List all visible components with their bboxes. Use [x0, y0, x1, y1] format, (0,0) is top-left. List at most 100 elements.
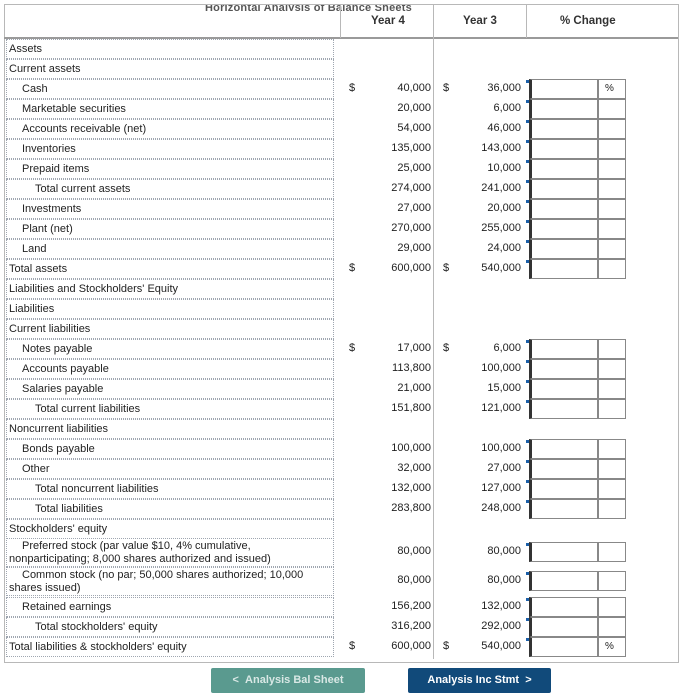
year4-value: 29,000	[397, 242, 431, 254]
row-label: Plant (net)	[6, 219, 334, 239]
year3-value: 20,000	[487, 202, 521, 214]
currency-symbol: $	[443, 262, 450, 274]
table-row: Total stockholders' equity 316,200 292,000	[6, 617, 672, 637]
column-divider	[433, 4, 434, 659]
input-flag-icon	[526, 440, 530, 447]
year4-value: 274,000	[391, 182, 431, 194]
input-flag-icon	[526, 543, 530, 550]
currency-symbol: $	[443, 82, 450, 94]
row-label: Stockholders' equity	[6, 519, 334, 539]
row-label: Liabilities and Stockholders' Equity	[6, 279, 334, 299]
input-flag-icon	[526, 160, 530, 167]
input-flag-icon	[526, 598, 530, 605]
year3-value: 46,000	[487, 122, 521, 134]
row-label: Notes payable	[6, 339, 334, 359]
input-flag-icon	[526, 200, 530, 207]
row-label: Accounts receivable (net)	[6, 119, 334, 139]
percent-unit-cell	[598, 499, 626, 519]
input-flag-icon	[526, 480, 530, 487]
percent-unit-cell	[598, 542, 626, 562]
percent-change-input[interactable]	[529, 571, 598, 591]
year4-value: 135,000	[391, 142, 431, 154]
percent-unit-cell	[598, 379, 626, 399]
percent-unit-cell: %	[598, 79, 626, 99]
percent-change-input[interactable]	[529, 339, 598, 359]
table-row: Accounts receivable (net) 54,000 46,000	[6, 119, 672, 139]
percent-change-input[interactable]	[529, 119, 598, 139]
year4-value: 270,000	[391, 222, 431, 234]
percent-change-input[interactable]	[529, 542, 598, 562]
input-flag-icon	[526, 80, 530, 87]
currency-symbol: $	[349, 640, 356, 652]
percent-change-input[interactable]	[529, 399, 598, 419]
year3-value: 6,000	[493, 342, 521, 354]
input-flag-icon	[526, 240, 530, 247]
row-label: Accounts payable	[6, 359, 334, 379]
table-title: Horizontal Analysis of Balance Sheets	[205, 5, 412, 11]
percent-unit-cell	[598, 259, 626, 279]
percent-unit-cell	[598, 99, 626, 119]
percent-change-input[interactable]	[529, 379, 598, 399]
next-tab-button[interactable]: Analysis Inc Stmt >	[408, 668, 551, 693]
table-row: Inventories 135,000 143,000	[6, 139, 672, 159]
percent-change-input[interactable]	[529, 617, 598, 637]
percent-unit-cell	[598, 479, 626, 499]
percent-change-input[interactable]	[529, 199, 598, 219]
row-label: Total liabilities	[6, 499, 334, 519]
percent-change-input[interactable]	[529, 159, 598, 179]
prev-tab-button[interactable]: < Analysis Bal Sheet	[211, 668, 365, 693]
percent-change-input[interactable]	[529, 259, 598, 279]
year4-value: 151,800	[391, 402, 431, 414]
percent-change-input[interactable]	[529, 439, 598, 459]
row-label: Other	[6, 459, 334, 479]
row-label: Total stockholders' equity	[6, 617, 334, 637]
year4-value: 100,000	[391, 442, 431, 454]
input-flag-icon	[526, 618, 530, 625]
table-row: Retained earnings 156,200 132,000	[6, 597, 672, 617]
percent-change-input[interactable]	[529, 239, 598, 259]
percent-change-input[interactable]	[529, 637, 598, 657]
input-flag-icon	[526, 572, 530, 579]
input-flag-icon	[526, 500, 530, 507]
year3-value: 100,000	[481, 442, 521, 454]
percent-change-input[interactable]	[529, 499, 598, 519]
input-flag-icon	[526, 638, 530, 645]
percent-change-input[interactable]	[529, 79, 598, 99]
year4-value: 600,000	[391, 640, 431, 652]
input-flag-icon	[526, 140, 530, 147]
percent-change-input[interactable]	[529, 597, 598, 617]
percent-change-input[interactable]	[529, 179, 598, 199]
year3-value: 248,000	[481, 502, 521, 514]
change-header: % Change	[560, 15, 616, 27]
percent-change-input[interactable]	[529, 99, 598, 119]
percent-change-input[interactable]	[529, 479, 598, 499]
currency-symbol: $	[349, 262, 356, 274]
table-row: Plant (net) 270,000 255,000	[6, 219, 672, 239]
percent-change-input[interactable]	[529, 139, 598, 159]
input-flag-icon	[526, 260, 530, 267]
table-row: Prepaid items 25,000 10,000	[6, 159, 672, 179]
table-row: Land 29,000 24,000	[6, 239, 672, 259]
table-row: Marketable securities 20,000 6,000	[6, 99, 672, 119]
percent-unit-cell	[598, 219, 626, 239]
table-row: Noncurrent liabilities	[6, 419, 672, 439]
row-label: Current assets	[6, 59, 334, 79]
year3-value: 255,000	[481, 222, 521, 234]
percent-unit-cell	[598, 399, 626, 419]
table-row: Notes payable $17,000 $6,000	[6, 339, 672, 359]
percent-sign: %	[605, 83, 614, 94]
row-label: Prepaid items	[6, 159, 334, 179]
input-flag-icon	[526, 180, 530, 187]
percent-change-input[interactable]	[529, 219, 598, 239]
input-flag-icon	[526, 460, 530, 467]
currency-symbol: $	[443, 342, 450, 354]
percent-change-input[interactable]	[529, 359, 598, 379]
year3-value: 27,000	[487, 462, 521, 474]
year4-value: 283,800	[391, 502, 431, 514]
row-label: Retained earnings	[6, 597, 334, 617]
percent-unit-cell	[598, 459, 626, 479]
row-label: Assets	[6, 39, 334, 59]
percent-change-input[interactable]	[529, 459, 598, 479]
row-label: Land	[6, 239, 334, 259]
year4-value: 600,000	[391, 262, 431, 274]
